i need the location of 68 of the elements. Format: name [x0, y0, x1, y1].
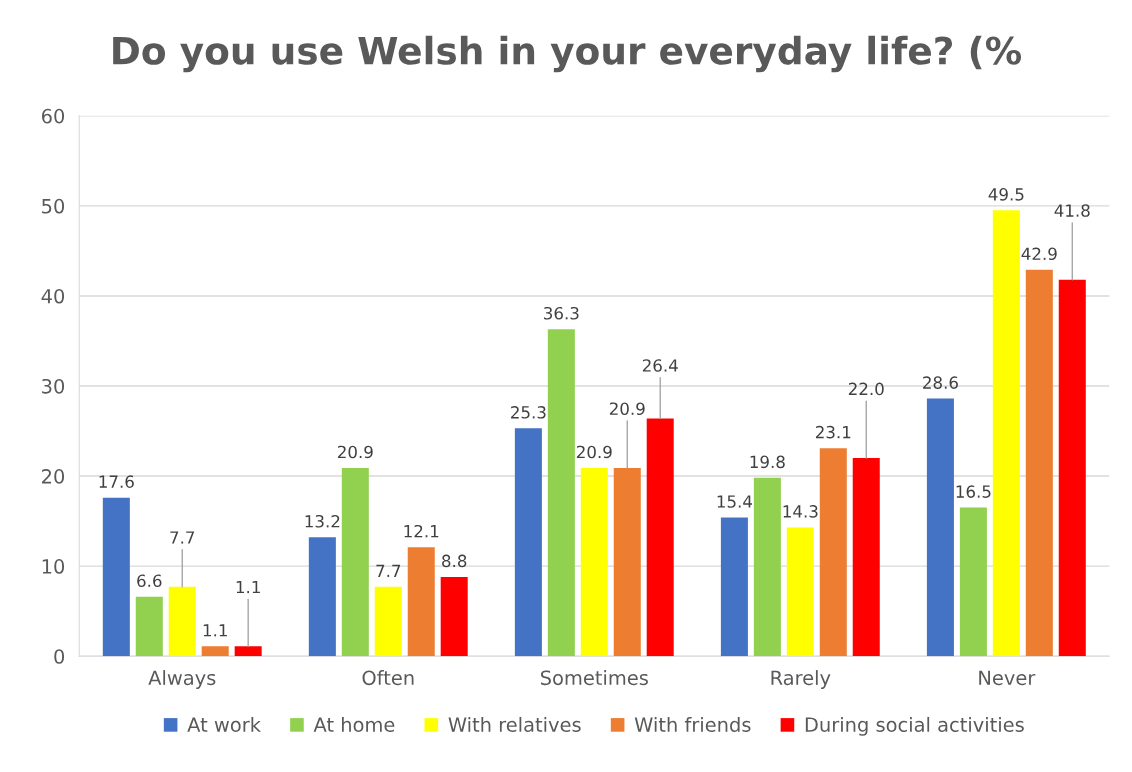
legend-label: During social activities [805, 716, 1024, 736]
bar [308, 537, 336, 657]
data-label: 7.7 [170, 531, 195, 544]
data-label: 42.9 [1021, 247, 1057, 261]
bar [819, 448, 847, 657]
data-label: 15.4 [717, 495, 753, 508]
bar [959, 507, 987, 657]
data-label: 23.1 [815, 425, 851, 439]
data-label: 7.7 [376, 564, 401, 577]
bar [234, 646, 262, 657]
data-label: 20.9 [609, 402, 645, 416]
x-tick-label: Sometimes [540, 670, 648, 686]
data-label: 25.3 [511, 406, 546, 419]
y-tick-label: 30 [42, 378, 65, 394]
bar [514, 428, 542, 657]
legend-label: At home [313, 716, 395, 732]
data-label: 20.9 [337, 445, 373, 459]
data-label: 22.0 [848, 382, 884, 396]
bar [440, 576, 468, 657]
data-label: 41.8 [1054, 204, 1090, 217]
data-label: 6.6 [137, 574, 162, 588]
data-label: 1.1 [236, 580, 260, 594]
bar [720, 517, 748, 657]
y-tick-label: 10 [42, 559, 65, 574]
bar [646, 418, 674, 657]
bar [926, 398, 954, 657]
x-tick-label: Often [362, 670, 414, 686]
y-tick-label: 20 [42, 469, 65, 484]
legend-label: With relatives [448, 716, 581, 732]
bar [407, 547, 435, 657]
data-label: 26.4 [642, 359, 678, 372]
legend-label: With friends [634, 716, 751, 732]
data-label: 28.6 [923, 376, 958, 389]
x-tick-label: Rarely [771, 670, 831, 689]
bar [341, 467, 369, 657]
data-label: 19.8 [750, 455, 785, 469]
data-label: 36.3 [544, 306, 579, 320]
bar [580, 467, 608, 657]
data-label: 12.1 [404, 524, 439, 538]
data-label: 8.8 [442, 554, 467, 568]
y-tick-label: 50 [42, 198, 65, 214]
chart-title: Do you use Welsh in your everyday life? (% [113, 35, 1022, 73]
bar [852, 458, 880, 657]
data-label: 49.5 [988, 188, 1024, 201]
bar [1025, 269, 1053, 657]
data-label: 1.1 [203, 624, 227, 637]
data-label: 14.3 [783, 505, 818, 518]
bar [1058, 279, 1086, 657]
bar [135, 596, 163, 657]
data-label: 17.6 [99, 475, 134, 488]
bar [102, 497, 130, 657]
bar [547, 329, 575, 657]
bar [753, 477, 781, 657]
bar [168, 586, 196, 657]
x-tick-label: Always [148, 670, 216, 689]
x-tick-label: Never [979, 670, 1036, 686]
legend-label: At work [187, 716, 261, 732]
data-label: 16.5 [956, 485, 991, 498]
y-tick-label: 0 [54, 649, 65, 664]
bar [374, 586, 402, 657]
bar [786, 527, 814, 657]
data-label: 13.2 [305, 514, 340, 528]
y-tick-label: 60 [41, 108, 65, 124]
data-label: 20.9 [576, 445, 612, 459]
bar [992, 210, 1020, 657]
bar [613, 467, 641, 657]
bar [201, 646, 229, 657]
y-tick-label: 40 [41, 288, 65, 304]
